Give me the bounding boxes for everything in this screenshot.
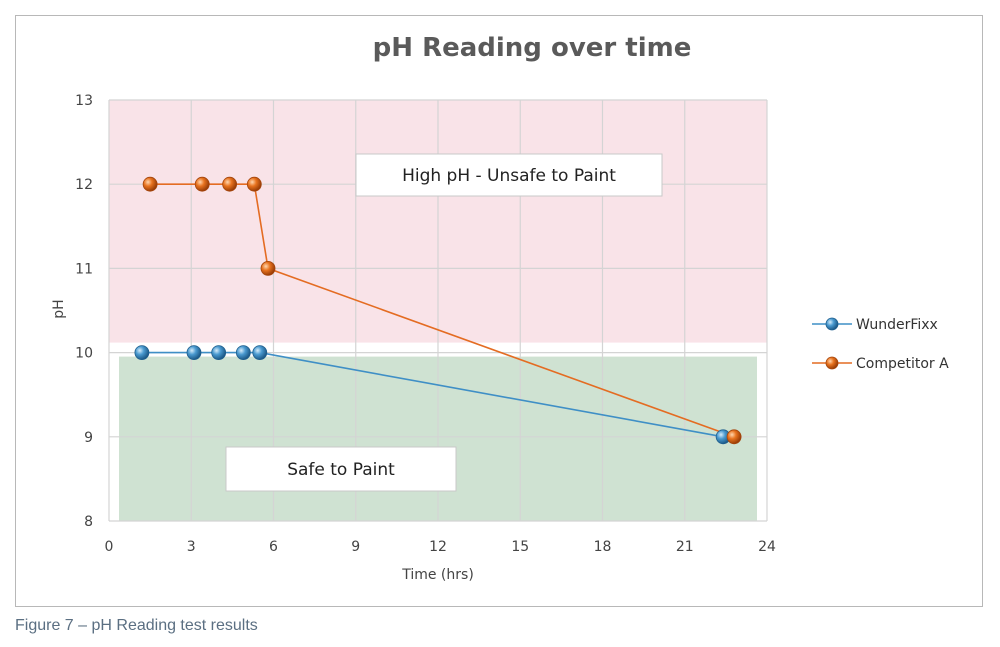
figure-frame: High pH - Unsafe to Paint Safe to Paint 0… <box>15 15 983 607</box>
x-tick-label: 3 <box>187 539 196 555</box>
zone-labels: High pH - Unsafe to Paint Safe to Paint <box>225 153 663 492</box>
y-tick-label: 11 <box>75 261 93 277</box>
chart-title: pH Reading over time <box>373 33 692 63</box>
data-point-competitor-a <box>194 176 210 192</box>
figure-caption: Figure 7 – pH Reading test results <box>15 617 258 634</box>
data-point-competitor-a <box>726 429 742 445</box>
x-tick-label: 24 <box>758 539 776 555</box>
zone-label-box-unsafe <box>355 153 663 197</box>
x-tick-label: 6 <box>269 539 278 555</box>
x-tick-label: 12 <box>429 539 447 555</box>
y-tick-label: 10 <box>75 346 93 362</box>
y-axis-title: pH <box>51 299 67 318</box>
x-tick-label: 9 <box>351 539 360 555</box>
y-tick-label: 13 <box>75 93 93 109</box>
x-tick-label: 0 <box>105 539 114 555</box>
data-point-competitor-a <box>222 176 238 192</box>
series-line-wunderfixx <box>141 351 724 438</box>
x-axis-title: Time (hrs) <box>401 567 474 583</box>
zone-label-safe: Safe to Paint <box>287 460 395 480</box>
x-tick-label: 15 <box>511 539 529 555</box>
x-tick-label: 21 <box>676 539 694 555</box>
legend-label-competitor-a: Competitor A <box>856 356 949 372</box>
y-tick-label: 9 <box>84 430 93 446</box>
data-point-competitor-a <box>260 260 276 276</box>
tick-labels: 0 3 6 9 12 15 18 21 24 8 9 10 11 12 13 <box>75 93 776 555</box>
chart: High pH - Unsafe to Paint Safe to Paint 0… <box>51 33 949 583</box>
legend-marker-competitor-a <box>825 356 839 370</box>
zone-label-box-safe <box>225 446 457 492</box>
y-tick-label: 12 <box>75 177 93 193</box>
data-point-wunderfixx <box>252 345 268 361</box>
series-line-competitor-a <box>150 183 735 438</box>
data-point-wunderfixx <box>134 345 150 361</box>
zone-label-unsafe: High pH - Unsafe to Paint <box>402 166 616 186</box>
data-point-wunderfixx <box>186 345 202 361</box>
legend-marker-wunderfixx <box>825 317 839 331</box>
data-point-wunderfixx <box>235 345 251 361</box>
data-point-competitor-a <box>246 176 262 192</box>
data-point-competitor-a <box>142 176 158 192</box>
legend-label-wunderfixx: WunderFixx <box>856 317 938 333</box>
series-layer <box>134 176 742 445</box>
x-tick-label: 18 <box>594 539 612 555</box>
y-tick-label: 8 <box>84 514 93 530</box>
legend: WunderFixx Competitor A <box>812 317 949 372</box>
data-point-wunderfixx <box>211 345 227 361</box>
